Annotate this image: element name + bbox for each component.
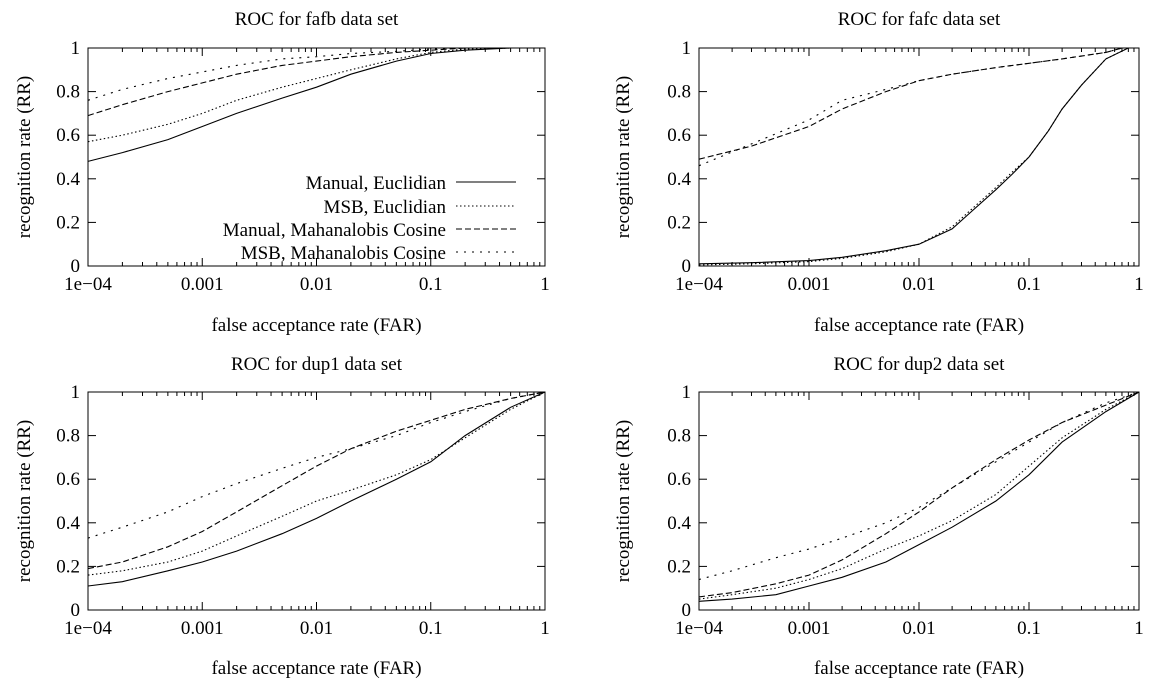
y-tick-label: 0 [71, 600, 81, 621]
chart-title: ROC for fafc data set [838, 9, 1001, 30]
y-axis-label: recognition rate (RR) [613, 76, 634, 239]
series-line-4 [87, 47, 545, 101]
y-tick-label: 0.4 [56, 513, 80, 534]
series-line-1 [87, 391, 546, 587]
series-line-2 [698, 391, 1140, 600]
x-axis-label: false acceptance rate (FAR) [814, 315, 1024, 336]
x-axis-label: false acceptance rate (FAR) [211, 658, 421, 679]
x-tick-label: 1e−04 [64, 618, 112, 639]
plot-frame [87, 391, 546, 611]
y-tick-label: 0.2 [667, 212, 691, 233]
y-tick-label: 0 [682, 600, 692, 621]
y-tick-label: 0.8 [56, 426, 80, 447]
y-axis-label: recognition rate (RR) [14, 76, 35, 239]
x-tick-label: 0.001 [788, 274, 831, 295]
series-line-4 [87, 391, 546, 539]
chart-panel-4: ROC for dup2 data set 0 0.2 0.4 0.6 0.8 1 1e−04… [613, 354, 1144, 679]
y-tick-label: 0.2 [667, 556, 691, 577]
x-tick-label: 0.001 [788, 618, 831, 639]
chart-title: ROC for dup1 data set [231, 354, 403, 375]
legend-entry-label: MSB, Euclidian [324, 197, 447, 218]
series-line-1 [698, 391, 1140, 602]
y-tick-label: 0.6 [56, 125, 80, 146]
y-tick-label: 0.8 [667, 426, 691, 447]
legend-entry-label: MSB, Mahanalobis Cosine [241, 243, 446, 264]
y-tick-label: 0.6 [56, 469, 80, 490]
series-line-1 [698, 47, 1139, 265]
chart-panel-1: ROC for fafb data set 0 0.2 0.4 0.6 0.8 1 1e−04… [14, 9, 550, 336]
x-axis-label: false acceptance rate (FAR) [211, 315, 421, 336]
series-line-2 [87, 391, 546, 576]
series-line-2 [87, 47, 545, 143]
x-tick-label: 0.01 [300, 618, 333, 639]
series-line-3 [698, 391, 1140, 598]
x-tick-label: 1 [1134, 618, 1144, 639]
y-tick-label: 0.4 [667, 513, 691, 534]
y-tick-label: 0 [71, 256, 81, 277]
x-tick-label: 1 [1134, 274, 1144, 295]
y-tick-label: 0.4 [56, 169, 80, 190]
x-tick-label: 0.1 [1017, 274, 1041, 295]
x-tick-label: 1 [540, 618, 550, 639]
series-line-2 [698, 47, 1139, 266]
x-tick-label: 0.001 [181, 618, 224, 639]
x-tick-label: 0.01 [902, 618, 935, 639]
y-tick-label: 0.8 [56, 82, 80, 103]
legend-entry-label: Manual, Mahanalobis Cosine [223, 220, 446, 241]
series-line-3 [87, 391, 546, 570]
series-line-4 [698, 47, 1139, 167]
x-tick-label: 1e−04 [675, 274, 723, 295]
series-line-4 [698, 391, 1140, 581]
x-tick-label: 0.1 [419, 274, 443, 295]
y-tick-label: 0 [682, 256, 692, 277]
y-axis-label: recognition rate (RR) [613, 420, 634, 583]
x-tick-label: 0.1 [419, 618, 443, 639]
y-tick-label: 1 [682, 382, 692, 403]
y-tick-label: 0.6 [667, 469, 691, 490]
x-tick-label: 1e−04 [64, 274, 112, 295]
x-tick-label: 0.1 [1017, 618, 1041, 639]
x-tick-label: 0.01 [902, 274, 935, 295]
legend-entry-label: Manual, Euclidian [306, 173, 447, 194]
plot-frame [698, 391, 1140, 611]
y-tick-label: 0.2 [56, 556, 80, 577]
y-tick-label: 1 [71, 38, 81, 59]
y-axis-label: recognition rate (RR) [14, 420, 35, 583]
y-tick-label: 0.4 [667, 169, 691, 190]
x-tick-label: 1e−04 [675, 618, 723, 639]
x-tick-label: 1 [540, 274, 550, 295]
x-tick-label: 0.01 [300, 274, 333, 295]
y-tick-label: 0.6 [667, 125, 691, 146]
y-tick-label: 1 [682, 38, 692, 59]
y-tick-label: 0.2 [56, 212, 80, 233]
chart-title: ROC for fafb data set [235, 9, 399, 30]
chart-panel-2: ROC for fafc data set 0 0.2 0.4 0.6 0.8 1 1e−04… [613, 9, 1144, 336]
chart-panel-3: ROC for dup1 data set 0 0.2 0.4 0.6 0.8 1 1e−04… [14, 354, 550, 679]
series-line-1 [87, 47, 545, 162]
x-axis-label: false acceptance rate (FAR) [814, 658, 1024, 679]
chart-title: ROC for dup2 data set [834, 354, 1006, 375]
y-tick-label: 0.8 [667, 82, 691, 103]
series-line-3 [87, 47, 545, 117]
y-tick-label: 1 [71, 382, 81, 403]
x-tick-label: 0.001 [181, 274, 224, 295]
series-line-3 [698, 47, 1139, 160]
